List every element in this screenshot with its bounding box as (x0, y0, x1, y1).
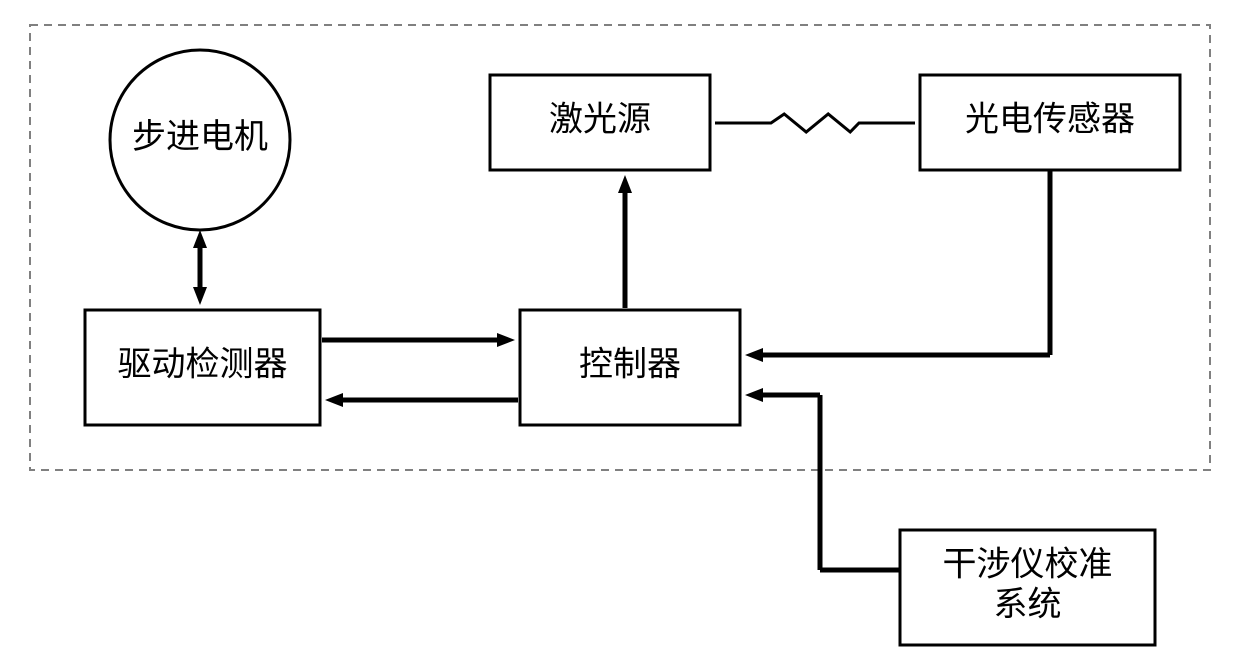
interferometer-label-2: 系统 (994, 585, 1062, 623)
laser-source-label: 激光源 (549, 100, 651, 138)
interferometer-label-1: 干涉仪校准 (943, 545, 1113, 583)
photo-sensor-label: 光电传感器 (965, 100, 1135, 138)
drive-detector-label: 驱动检测器 (118, 345, 288, 383)
stepper-motor-label: 步进电机 (132, 118, 268, 156)
controller-label: 控制器 (579, 345, 681, 383)
laser-beam-zigzag (715, 114, 915, 132)
